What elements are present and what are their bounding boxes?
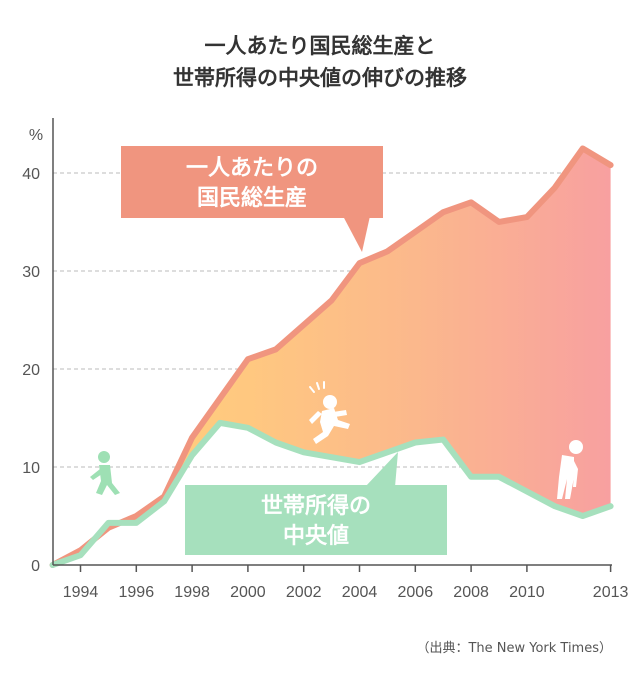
income-series-label-text: 世帯所得の <box>261 493 371 519</box>
y-tick-label: 40 <box>22 166 40 183</box>
axes: 0 10 20 30 40% 1994 1996 1998 2000 2002 2004 2006 20… <box>22 118 629 601</box>
x-tick-label: 2010 <box>509 584 545 601</box>
income-series-label: 世帯所得の中央値 <box>185 452 447 555</box>
figures <box>90 381 583 499</box>
x-tick-label: 2006 <box>398 584 434 601</box>
income-series-label-pointer <box>365 452 398 487</box>
chart-title-line-1: 一人あたり国民総生産と <box>204 34 436 58</box>
chart-title-line-2: 世帯所得の中央値の伸びの推移 <box>173 66 467 90</box>
gap-area <box>52 148 611 565</box>
y-tick-label: 20 <box>22 362 40 379</box>
gdp-series-label-box <box>121 146 383 218</box>
tired-person-icon <box>557 440 583 499</box>
data-area <box>49 145 614 568</box>
x-tick-label: 1998 <box>174 584 210 601</box>
source-note: （出典：The New York Times） <box>416 641 612 656</box>
y-tick-label: 30 <box>22 264 40 281</box>
x-tick-label: 2002 <box>286 584 322 601</box>
x-tick-label: 2004 <box>342 584 378 601</box>
gdp-series-line <box>49 145 614 568</box>
income-series-line <box>49 419 614 568</box>
y-tick-label: 0 <box>31 558 40 575</box>
walking-person-icon <box>90 451 120 495</box>
gdp-series-label-text: 国民総生産 <box>197 185 307 211</box>
x-tick-label: 2008 <box>453 584 489 601</box>
income-series-label-text: 中央値 <box>283 523 349 549</box>
chart-title: 一人あたり国民総生産と 世帯所得の中央値の伸びの推移 <box>0 30 640 94</box>
y-tick-label: 10 <box>22 460 40 477</box>
income-series-label-box <box>185 485 447 555</box>
gdp-series-label-pointer <box>343 216 370 252</box>
gdp-series-label-text: 一人あたりの <box>186 156 318 181</box>
x-tick-label: 1996 <box>119 584 155 601</box>
y-axis-unit-label: % <box>29 127 43 144</box>
x-tick-label: 2000 <box>230 584 266 601</box>
x-tick-label: 1994 <box>63 584 99 601</box>
motion-marks-icon <box>309 381 325 393</box>
x-tick-label: 2013 <box>593 584 629 601</box>
running-person-icon <box>309 395 350 444</box>
